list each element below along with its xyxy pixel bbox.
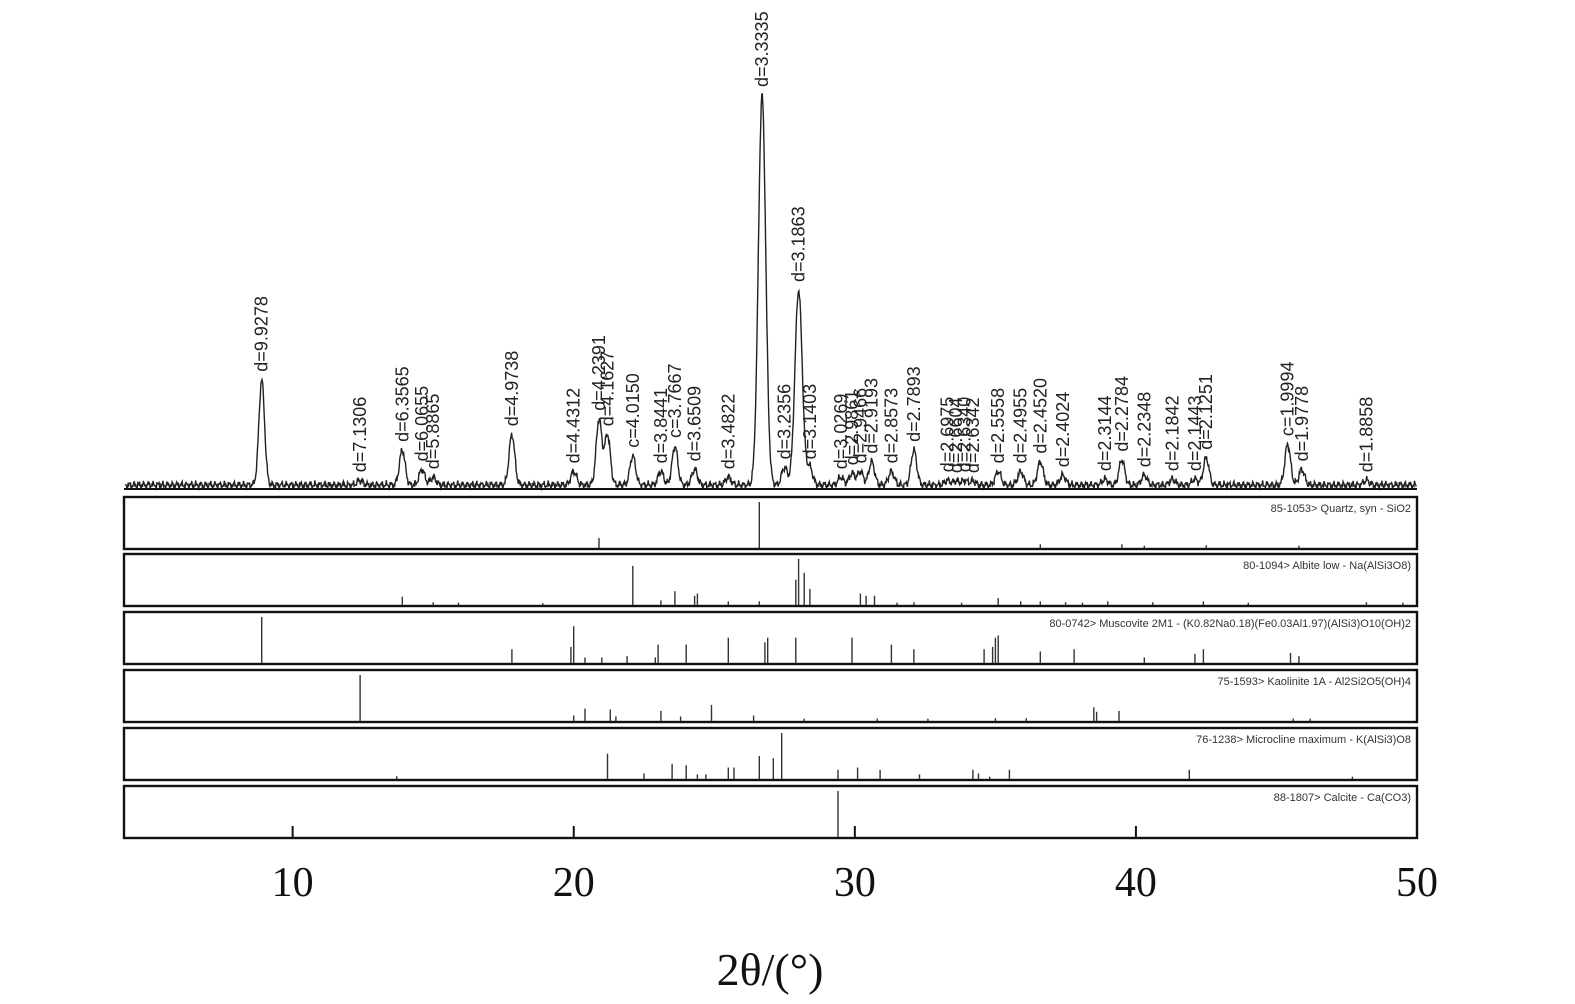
peak-label: d=2.2784 bbox=[1112, 376, 1132, 452]
x-tick-label: 20 bbox=[553, 860, 595, 906]
peak-label: d=4.9738 bbox=[502, 351, 522, 427]
reference-panel: 75-1593> Kaolinite 1A - Al2Si2O5(OH)4 bbox=[122, 668, 1419, 724]
peak-label: d=6.3565 bbox=[392, 366, 412, 442]
peak-label: d=2.3144 bbox=[1095, 396, 1115, 472]
peak-label: d=6.0655 bbox=[412, 386, 432, 462]
reference-label: 88-1807> Calcite - Ca(CO3) bbox=[1274, 792, 1411, 804]
reference-label: 76-1238> Microcline maximum - K(AlSi3)O8 bbox=[1196, 734, 1411, 746]
peak-label: d=4.1627 bbox=[598, 351, 618, 427]
reference-label: 80-1094> Albite low - Na(AlSi3O8) bbox=[1243, 560, 1411, 572]
peak-label: d=3.8441 bbox=[651, 388, 671, 464]
peak-label: d=5.8865 bbox=[423, 394, 443, 470]
peak-label: d=1.8858 bbox=[1356, 397, 1376, 473]
measured-pattern: d=9.9278 d=7.1306 d=6.3565 d=6.0655d=5.8865… bbox=[124, 11, 1417, 492]
peak-label: d=2.8573 bbox=[881, 388, 901, 464]
peak-label: c=3.7667 bbox=[665, 363, 685, 438]
x-tick-label: 40 bbox=[1115, 860, 1157, 906]
peak-label: d=2.6342 bbox=[963, 398, 983, 474]
peak-label: d=2.4520 bbox=[1030, 378, 1050, 454]
panel-frame bbox=[122, 495, 1419, 551]
x-tick-label: 50 bbox=[1396, 860, 1438, 906]
reference-panel: 80-1094> Albite low - Na(AlSi3O8) bbox=[122, 552, 1419, 608]
x-axis-title: 2θ/(°) bbox=[717, 944, 824, 995]
peak-label: d=4.4312 bbox=[564, 388, 584, 464]
reference-panel: 80-0742> Muscovite 2M1 - (K0.82Na0.18)(F… bbox=[122, 610, 1419, 666]
reference-panel: 85-1053> Quartz, syn - SiO2 bbox=[122, 495, 1419, 551]
peak-label: d=3.0269 bbox=[831, 394, 851, 470]
peak-label: d=2.4955 bbox=[1011, 388, 1031, 464]
peak-label: d=3.4822 bbox=[718, 394, 738, 470]
peak-label: d=2.6975 bbox=[938, 397, 958, 473]
x-axis: 10 20 30 40 50 2θ/(°) bbox=[272, 826, 1438, 995]
peak-label: d=3.2356 bbox=[775, 384, 795, 460]
xrd-trace bbox=[124, 93, 1417, 492]
panel-frame bbox=[122, 610, 1419, 666]
peak-label: c=1.9994 bbox=[1278, 362, 1298, 437]
x-tick-label: 30 bbox=[834, 860, 876, 906]
panel-frame bbox=[122, 552, 1419, 608]
peak-label: d=2.1251 bbox=[1196, 374, 1216, 450]
reference-panel: 76-1238> Microcline maximum - K(AlSi3)O8 bbox=[122, 726, 1419, 782]
peak-label: d=7.1306 bbox=[350, 397, 370, 473]
peak-label: d=2.6604 bbox=[946, 398, 966, 474]
reference-label: 80-0742> Muscovite 2M1 - (K0.82Na0.18)(F… bbox=[1049, 618, 1411, 630]
panel-frame bbox=[122, 668, 1419, 724]
peak-label: d=2.9861 bbox=[842, 390, 862, 466]
reference-label: 75-1593> Kaolinite 1A - Al2Si2O5(OH)4 bbox=[1217, 676, 1411, 688]
peak-label: d=2.6340 bbox=[955, 397, 975, 473]
peak-label: d=1.9778 bbox=[1292, 386, 1312, 462]
peak-label: c=4.0150 bbox=[623, 373, 643, 448]
reference-panels: 85-1053> Quartz, syn - SiO2 80-1094> Albi… bbox=[122, 495, 1419, 840]
peak-label: d=3.1403 bbox=[800, 384, 820, 460]
peak-label: d=4.2391 bbox=[589, 335, 609, 411]
peak-label: d=3.3335 bbox=[752, 11, 772, 87]
panel-frame bbox=[122, 726, 1419, 782]
peak-label: d=9.9278 bbox=[252, 296, 272, 372]
peak-label: d=2.9193 bbox=[862, 378, 882, 454]
x-tick-label: 10 bbox=[272, 860, 314, 906]
reference-label: 85-1053> Quartz, syn - SiO2 bbox=[1271, 503, 1411, 515]
reference-panel: 88-1807> Calcite - Ca(CO3) bbox=[122, 784, 1419, 840]
peak-label: d=2.5558 bbox=[988, 388, 1008, 464]
peak-label: d=2.7893 bbox=[904, 366, 924, 442]
peak-label: d=2.4024 bbox=[1053, 392, 1073, 468]
peak-label: d=2.2348 bbox=[1134, 392, 1154, 468]
peak-label: d=2.9466 bbox=[850, 388, 870, 464]
peak-label: d=3.1863 bbox=[789, 206, 809, 282]
peak-label: d=3.6509 bbox=[685, 386, 705, 462]
panel-frame bbox=[122, 784, 1419, 840]
peak-label: d=2.1842 bbox=[1163, 396, 1183, 472]
peak-label: d=2.1443 bbox=[1185, 396, 1205, 472]
